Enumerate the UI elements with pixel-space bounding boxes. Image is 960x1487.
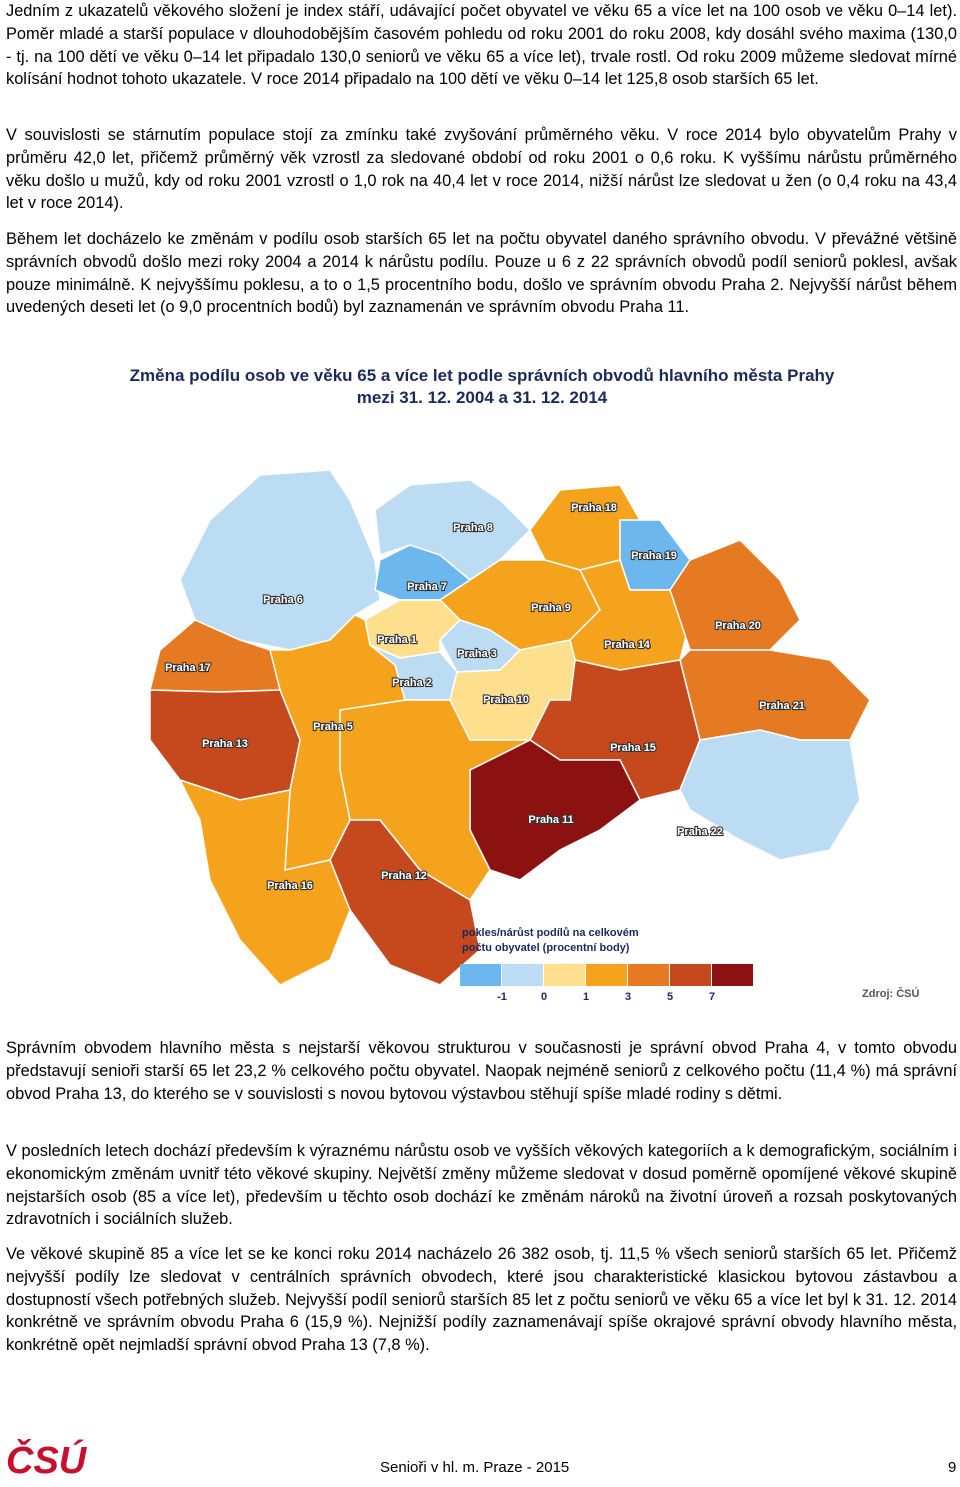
- district-label: Praha 8: [453, 522, 493, 534]
- district: [679, 729, 861, 861]
- paragraph: Ve věkové skupině 85 a více let se ke ko…: [6, 1245, 957, 1355]
- legend-swatch: [460, 964, 501, 986]
- legend-tick-label: 3: [625, 991, 631, 1003]
- footer-text: Senioři v hl. m. Praze - 2015: [380, 1459, 570, 1476]
- district-label: Praha 16: [267, 880, 313, 892]
- district: [178, 778, 351, 986]
- district-label: Praha 18: [571, 502, 617, 514]
- district-label: Praha 9: [531, 602, 571, 614]
- district-label: Praha 6: [263, 594, 303, 606]
- district-label: Praha 2: [392, 677, 432, 689]
- legend-tick-label: 7: [709, 991, 715, 1003]
- district-label: Praha 14: [604, 639, 651, 651]
- district-label: Praha 13: [202, 738, 248, 750]
- district-label: Praha 20: [715, 620, 761, 632]
- paragraph: V posledních letech dochází především k …: [6, 1142, 957, 1229]
- district-label: Praha 21: [759, 700, 805, 712]
- legend-swatch: [670, 964, 711, 986]
- legend-tick-label: 1: [583, 991, 589, 1003]
- district-label: Praha 5: [313, 721, 353, 733]
- district-label: Praha 17: [165, 662, 211, 674]
- logo: ČSÚ: [6, 1440, 87, 1482]
- page-number: 9: [948, 1459, 957, 1476]
- district: [469, 739, 641, 881]
- legend-tick-label: -1: [497, 991, 507, 1003]
- paragraph: Během let docházelo ke změnám v podílu o…: [6, 230, 957, 317]
- district-label: Praha 1: [377, 634, 417, 646]
- district: [679, 649, 871, 741]
- district-label: Praha 12: [381, 870, 427, 882]
- map-title: Změna podílu osob ve věku 65 a více let …: [130, 366, 835, 385]
- map-title: mezi 31. 12. 2004 a 31. 12. 2014: [357, 388, 608, 407]
- district-label: Praha 7: [407, 581, 447, 593]
- district-label: Praha 11: [528, 814, 573, 826]
- district-label: Praha 3: [457, 648, 497, 660]
- district: [669, 539, 801, 651]
- legend-tick-label: 0: [541, 991, 547, 1003]
- district-label: Praha 22: [677, 826, 723, 838]
- legend-swatch: [628, 964, 669, 986]
- legend-title: počtu obyvatel (procentní body): [462, 942, 630, 954]
- legend-swatch: [586, 964, 627, 986]
- source: Zdroj: ČSÚ: [862, 987, 919, 1000]
- legend-swatch: [502, 964, 543, 986]
- districts: [149, 469, 871, 986]
- legend-swatch: [712, 964, 753, 986]
- legend-title: pokles/nárůst podílů na celkovém: [462, 927, 639, 939]
- legend: -1 0 1 3 5 7: [460, 964, 753, 1003]
- paragraph: V souvislosti se stárnutím populace stoj…: [6, 126, 957, 213]
- paragraph: Jedním z ukazatelů věkového složení je i…: [6, 2, 957, 89]
- district-label: Praha 19: [631, 550, 677, 562]
- legend-swatch: [544, 964, 585, 986]
- district-label: Praha 15: [610, 742, 656, 754]
- district-labels: Praha 6 Praha 8 Praha 7 Praha 18 Praha 19 Pra…: [164, 501, 806, 893]
- paragraph: Správním obvodem hlavního města s nejsta…: [6, 1039, 957, 1103]
- legend-tick-label: 5: [667, 991, 673, 1003]
- district-label: Praha 10: [483, 694, 529, 706]
